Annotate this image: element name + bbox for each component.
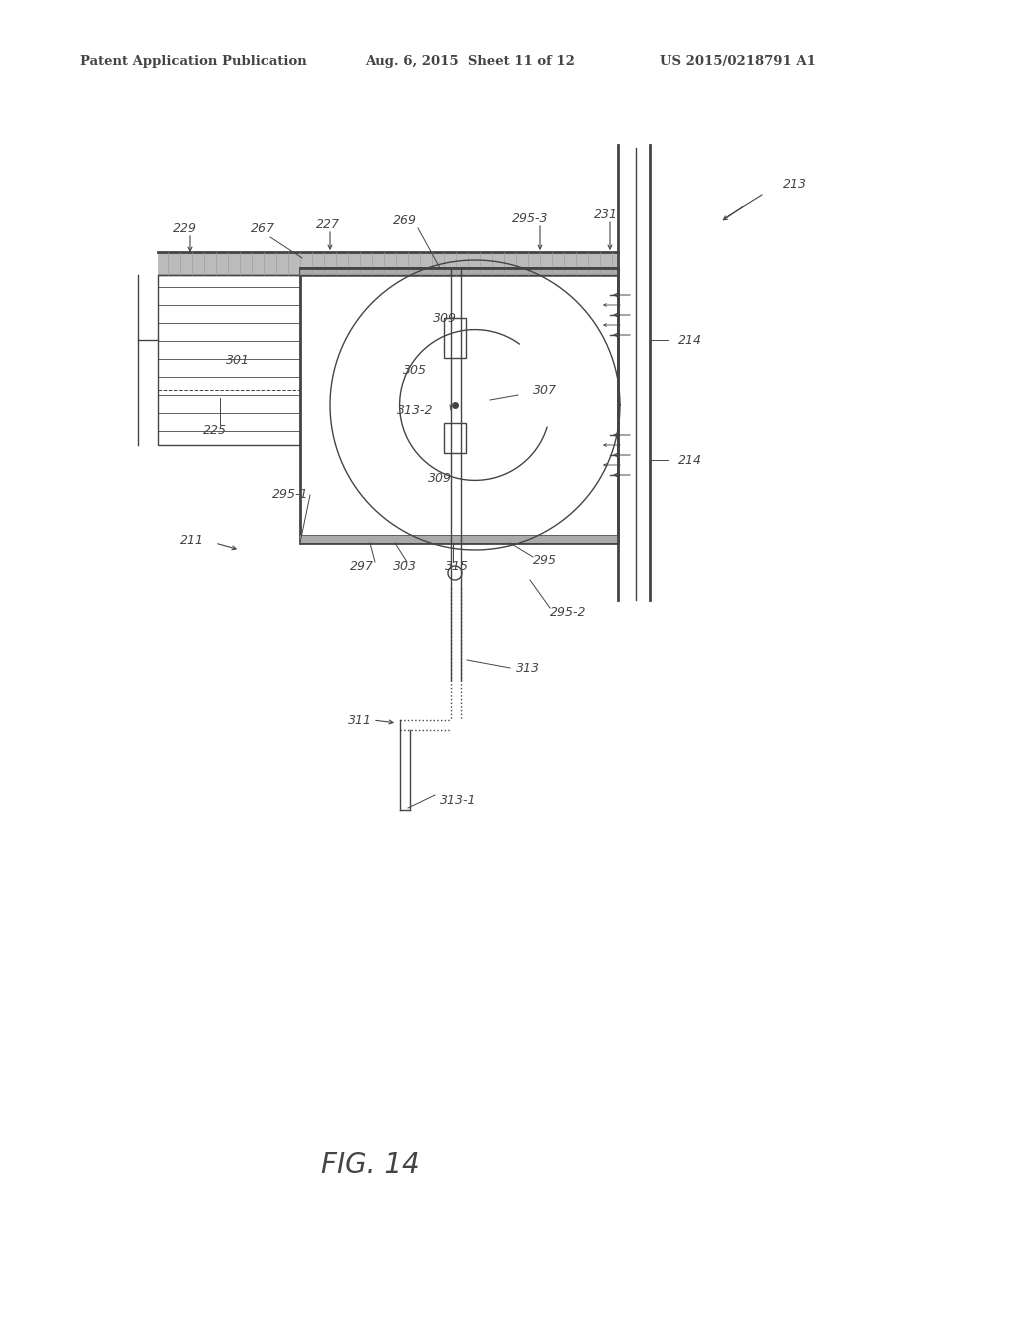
Text: 229: 229 bbox=[173, 222, 197, 235]
Text: 231: 231 bbox=[594, 207, 618, 220]
Text: 225: 225 bbox=[203, 424, 227, 437]
Text: 211: 211 bbox=[180, 533, 204, 546]
Text: 214: 214 bbox=[678, 334, 702, 346]
Text: 301: 301 bbox=[226, 354, 250, 367]
Text: 297: 297 bbox=[350, 561, 374, 573]
Text: 269: 269 bbox=[393, 214, 417, 227]
Text: 303: 303 bbox=[393, 561, 417, 573]
Bar bbox=[444, 422, 466, 453]
Bar bbox=[158, 252, 618, 275]
Text: 307: 307 bbox=[534, 384, 557, 396]
Text: 309: 309 bbox=[433, 312, 457, 325]
Text: 227: 227 bbox=[316, 218, 340, 231]
Text: 213: 213 bbox=[783, 178, 807, 191]
Text: 309: 309 bbox=[428, 471, 452, 484]
Text: 295-2: 295-2 bbox=[550, 606, 587, 619]
Text: 267: 267 bbox=[251, 222, 275, 235]
Bar bbox=[300, 535, 618, 543]
Text: 295: 295 bbox=[534, 553, 557, 566]
Text: 313-2: 313-2 bbox=[396, 404, 433, 417]
Text: 315: 315 bbox=[445, 561, 469, 573]
Bar bbox=[300, 268, 618, 543]
Text: Aug. 6, 2015  Sheet 11 of 12: Aug. 6, 2015 Sheet 11 of 12 bbox=[365, 55, 574, 69]
Text: FIG. 14: FIG. 14 bbox=[321, 1151, 419, 1179]
Text: 214: 214 bbox=[678, 454, 702, 466]
Text: 313-1: 313-1 bbox=[439, 793, 476, 807]
Text: 295-1: 295-1 bbox=[271, 488, 308, 502]
Text: 311: 311 bbox=[348, 714, 372, 726]
Bar bbox=[158, 275, 300, 445]
Text: 305: 305 bbox=[403, 363, 427, 376]
Bar bbox=[444, 318, 466, 358]
Text: US 2015/0218791 A1: US 2015/0218791 A1 bbox=[660, 55, 816, 69]
Text: 313: 313 bbox=[516, 661, 540, 675]
Text: Patent Application Publication: Patent Application Publication bbox=[80, 55, 307, 69]
Text: 295-3: 295-3 bbox=[512, 211, 548, 224]
Bar bbox=[300, 268, 618, 276]
